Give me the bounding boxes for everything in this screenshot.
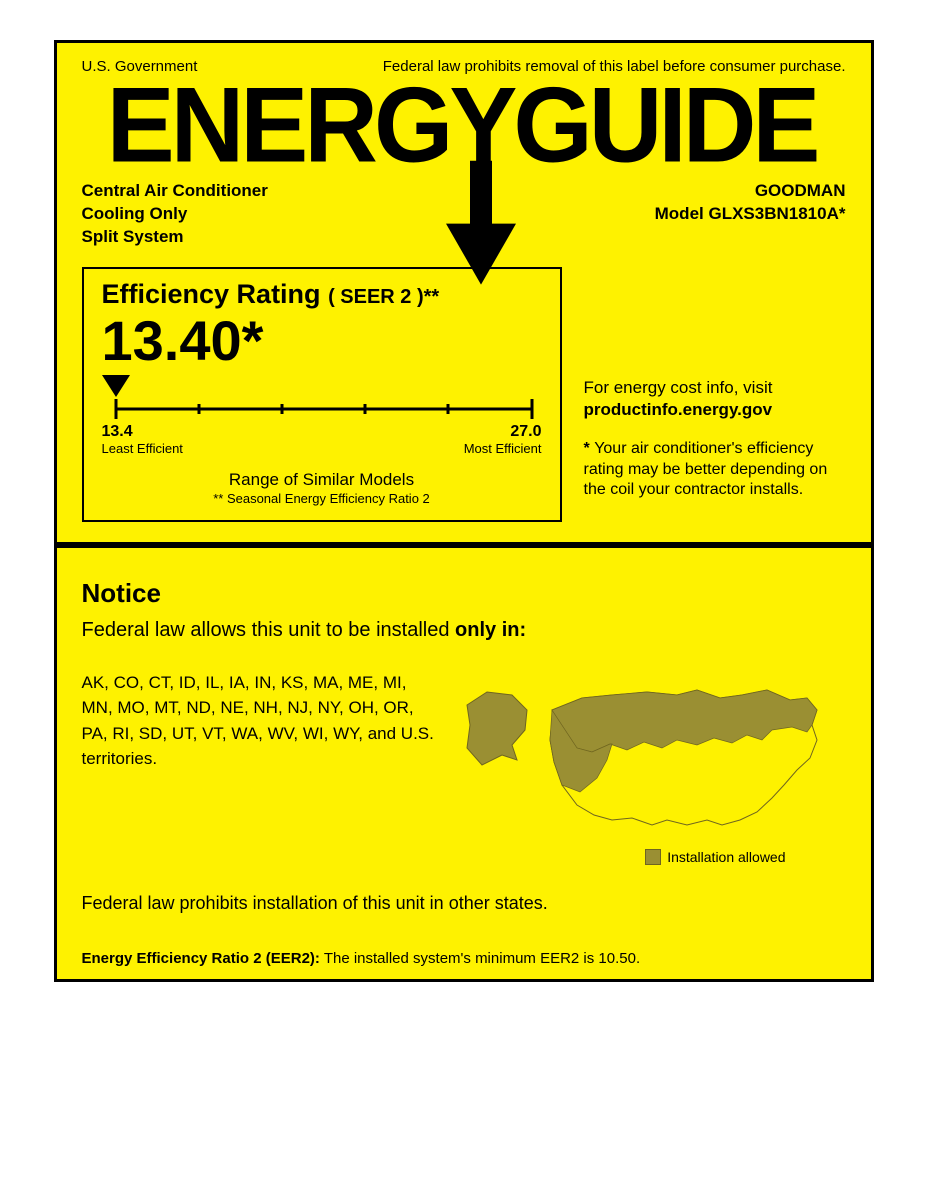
- model-line: Model GLXS3BN1810A*: [655, 203, 846, 226]
- product-line2: Cooling Only: [82, 203, 268, 226]
- notice-body: AK, CO, CT, ID, IL, IA, IN, KS, MA, ME, …: [82, 670, 846, 865]
- rating-value: 13.40*: [102, 312, 542, 371]
- efficiency-rating-box: Efficiency Rating ( SEER 2 )** 13.40*: [82, 267, 562, 522]
- logo-y: Y: [449, 75, 513, 177]
- energy-guide-label: U.S. Government Federal law prohibits re…: [54, 40, 874, 982]
- scale-labels: 13.4 27.0: [102, 423, 542, 441]
- rating-row: Efficiency Rating ( SEER 2 )** 13.40*: [82, 267, 846, 522]
- scale-min: 13.4: [102, 423, 133, 441]
- brand-info: GOODMAN Model GLXS3BN1810A*: [655, 180, 846, 249]
- us-map: Installation allowed: [462, 670, 846, 865]
- prohibit-text: Federal law prohibits installation of th…: [82, 893, 846, 914]
- logo-left: ENERG: [107, 75, 450, 177]
- states-list: AK, CO, CT, ID, IL, IA, IN, KS, MA, ME, …: [82, 670, 442, 772]
- arrow-down-icon: [446, 161, 516, 287]
- product-type: Central Air Conditioner Cooling Only Spl…: [82, 180, 268, 249]
- legend-swatch-icon: [645, 849, 661, 865]
- eer-text: The installed system's minimum EER2 is 1…: [324, 950, 640, 967]
- range-label: Range of Similar Models: [102, 470, 542, 490]
- scale-icon: [102, 375, 542, 421]
- scale-max-label: Most Efficient: [464, 441, 542, 456]
- cost-info-line: For energy cost info, visit: [584, 377, 846, 399]
- side-text: For energy cost info, visit productinfo.…: [584, 267, 846, 522]
- logo-right: GUIDE: [513, 75, 816, 177]
- scale-sublabels: Least Efficient Most Efficient: [102, 441, 542, 456]
- eer-label: Energy Efficiency Ratio 2 (EER2):: [82, 950, 320, 967]
- notice-title: Notice: [82, 578, 846, 609]
- model-number: GLXS3BN1810A*: [708, 204, 845, 223]
- legend-text: Installation allowed: [667, 849, 785, 865]
- map-legend: Installation allowed: [462, 849, 846, 865]
- side-note: * Your air conditioner's efficiency rati…: [584, 439, 846, 501]
- scale-max: 27.0: [510, 423, 541, 441]
- range-sublabel: ** Seasonal Energy Efficiency Ratio 2: [102, 491, 542, 506]
- note-star: *: [584, 440, 590, 457]
- cost-info-link: productinfo.energy.gov: [584, 399, 846, 421]
- bottom-section: Notice Federal law allows this unit to b…: [57, 548, 871, 979]
- product-line3: Split System: [82, 226, 268, 249]
- notice-lead-bold: only in:: [455, 619, 526, 641]
- efficiency-scale: 13.4 27.0 Least Efficient Most Efficient…: [102, 375, 542, 506]
- notice-lead-prefix: Federal law allows this unit to be insta…: [82, 619, 456, 641]
- rating-title-text: Efficiency Rating: [102, 279, 321, 309]
- note-text: Your air conditioner's efficiency rating…: [584, 440, 828, 499]
- eer-line: Energy Efficiency Ratio 2 (EER2): The in…: [82, 950, 846, 967]
- top-section: U.S. Government Federal law prohibits re…: [57, 43, 871, 548]
- map-icon: [462, 670, 832, 840]
- scale-min-label: Least Efficient: [102, 441, 183, 456]
- notice-lead: Federal law allows this unit to be insta…: [82, 619, 846, 642]
- model-label: Model: [655, 204, 704, 223]
- logo: ENERG Y GUIDE: [82, 77, 846, 174]
- rating-subtitle: ( SEER 2 )**: [328, 286, 439, 308]
